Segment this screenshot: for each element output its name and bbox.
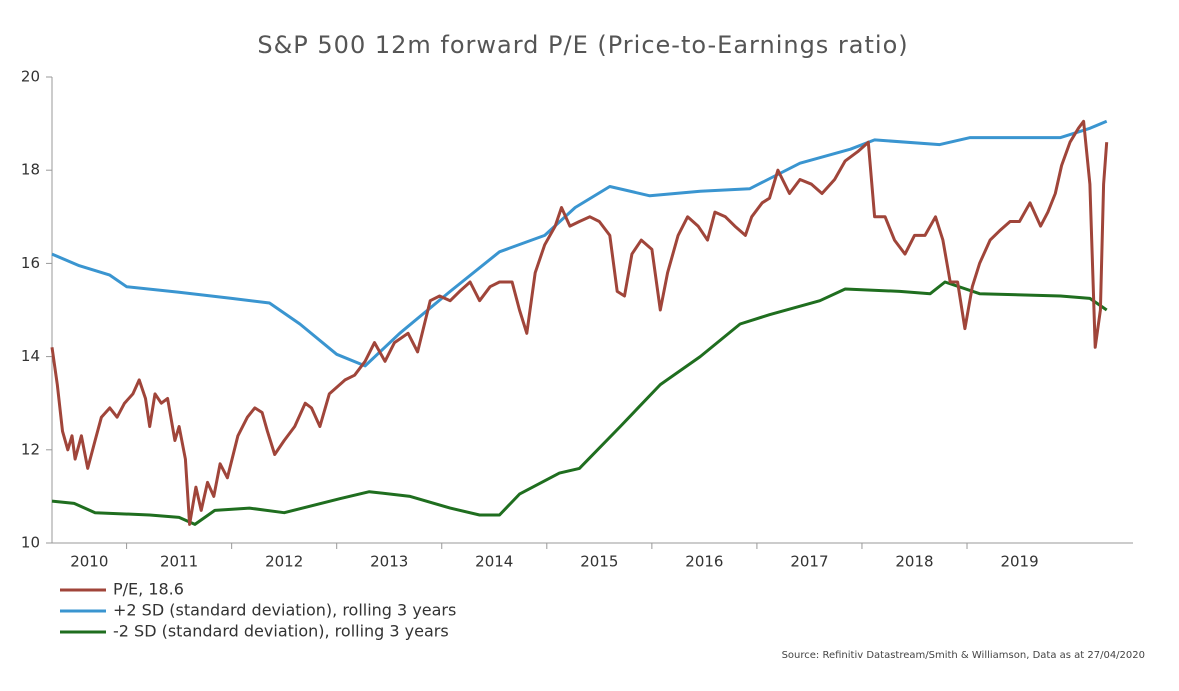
y-tick-label: 16 bbox=[21, 254, 40, 272]
x-tick-label: 2016 bbox=[685, 553, 723, 571]
x-tick-label: 2012 bbox=[265, 553, 303, 571]
series-line bbox=[51, 119, 1108, 368]
y-tick-label: 10 bbox=[21, 534, 40, 552]
series-line bbox=[51, 280, 1108, 526]
x-tick-label: 2017 bbox=[790, 553, 828, 571]
x-tick-label: 2010 bbox=[70, 553, 108, 571]
x-tick-label: 2019 bbox=[1000, 553, 1038, 571]
x-tick-label: 2018 bbox=[895, 553, 933, 571]
source-note: Source: Refinitiv Datastream/Smith & Wil… bbox=[782, 650, 1145, 661]
chart-title: S&P 500 12m forward P/E (Price-to-Earnin… bbox=[257, 31, 908, 59]
legend-label: +2 SD (standard deviation), rolling 3 ye… bbox=[113, 601, 456, 620]
y-tick-label: 20 bbox=[21, 68, 40, 86]
y-tick-label: 18 bbox=[21, 161, 40, 179]
series-line bbox=[50, 119, 1109, 526]
y-tick-label: 12 bbox=[21, 440, 40, 458]
x-tick-label: 2014 bbox=[475, 553, 513, 571]
legend-label: P/E, 18.6 bbox=[113, 580, 184, 599]
x-tick-label: 2013 bbox=[370, 553, 408, 571]
x-tick-label: 2011 bbox=[160, 553, 198, 571]
x-tick-label: 2015 bbox=[580, 553, 618, 571]
legend-label: -2 SD (standard deviation), rolling 3 ye… bbox=[113, 622, 449, 641]
y-tick-label: 14 bbox=[21, 347, 40, 365]
